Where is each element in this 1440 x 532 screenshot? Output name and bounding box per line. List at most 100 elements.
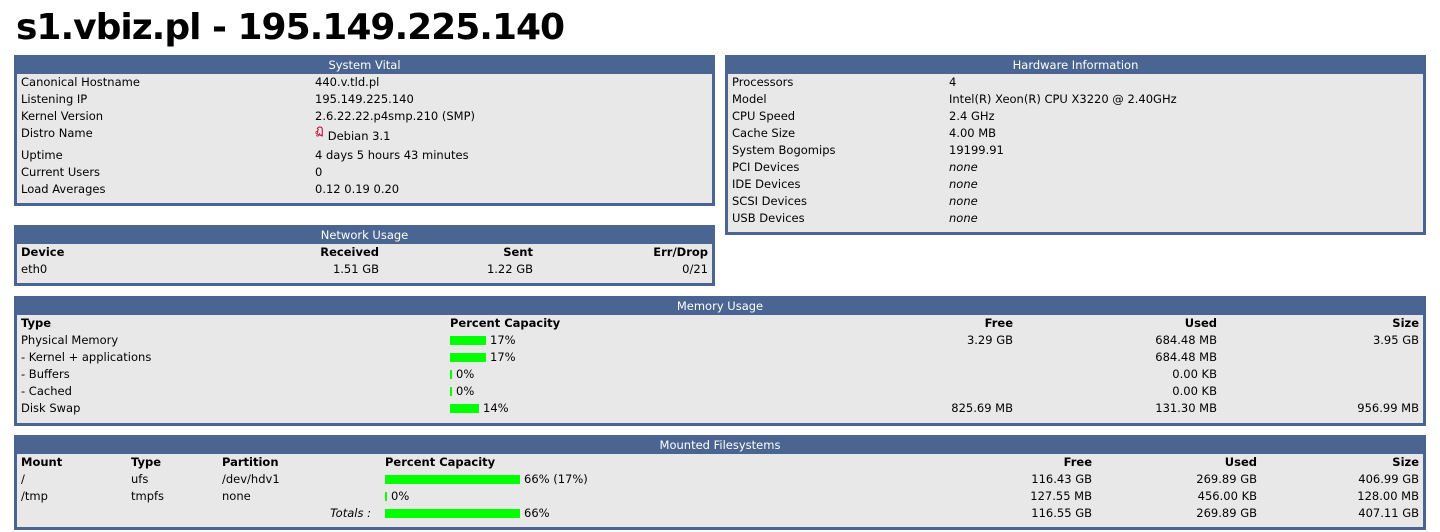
- used-cell: 131.30 MB: [1155, 401, 1217, 415]
- percent-label: 66% (17%): [524, 472, 588, 486]
- col-header-size: Size: [1392, 316, 1419, 330]
- table-row: CPU Speed 2.4 GHz: [728, 108, 1423, 125]
- row-value: Intel(R) Xeon(R) CPU X3220 @ 2.40GHz: [949, 92, 1177, 106]
- row-value: 440.v.tld.pl: [315, 75, 380, 89]
- totals-row: Totals : 66% 116.55 GB 269.89 GB 407.11 …: [17, 505, 1423, 522]
- col-header-used: Used: [1224, 455, 1257, 469]
- col-header-free: Free: [1063, 455, 1092, 469]
- table-row: Listening IP 195.149.225.140: [17, 91, 712, 108]
- table-row: SCSI Devices none: [728, 193, 1423, 210]
- row-value: 4: [949, 75, 957, 89]
- table-row: - Buffers 0% 0.00 KB: [17, 366, 1423, 383]
- used-cell: 684.48 MB: [1155, 333, 1217, 347]
- usage-bar: [385, 475, 520, 484]
- sent-cell: 1.22 GB: [486, 262, 533, 276]
- row-value: none: [949, 211, 978, 225]
- errdrop-cell: 0/21: [682, 262, 708, 276]
- table-header-row: Device Received Sent Err/Drop: [17, 244, 712, 261]
- device-cell: eth0: [21, 262, 48, 276]
- system-vital-table: Canonical Hostname 440.v.tld.pl Listening…: [17, 74, 712, 198]
- row-label: Processors: [732, 75, 794, 89]
- row-value: 0: [315, 165, 323, 179]
- page-title: s1.vbiz.pl - 195.149.225.140: [16, 7, 565, 48]
- memory-panel: Memory Usage Type Percent Capacity Free …: [14, 296, 1426, 426]
- size-cell: 3.95 GB: [1372, 333, 1419, 347]
- col-header-used: Used: [1184, 316, 1217, 330]
- used-cell: 456.00 KB: [1197, 489, 1257, 503]
- table-row: System Bogomips 19199.91: [728, 142, 1423, 159]
- col-header-device: Device: [21, 245, 65, 259]
- memory-table: Type Percent Capacity Free Used Size Phy…: [17, 315, 1423, 417]
- row-label: Load Averages: [21, 182, 106, 196]
- col-header-size: Size: [1392, 455, 1419, 469]
- row-value: 19199.91: [949, 143, 1004, 157]
- free-cell: 116.43 GB: [1031, 472, 1092, 486]
- usage-bar: [385, 509, 520, 518]
- free-cell: [812, 366, 1017, 383]
- size-cell: [1221, 349, 1423, 366]
- col-header-partition: Partition: [222, 455, 279, 469]
- received-cell: 1.51 GB: [332, 262, 379, 276]
- row-label: USB Devices: [732, 211, 805, 225]
- col-header-percent: Percent Capacity: [450, 316, 561, 330]
- table-row: Current Users 0: [17, 164, 712, 181]
- free-cell: 825.69 MB: [951, 401, 1013, 415]
- type-cell: - Buffers: [21, 367, 70, 381]
- col-header-percent: Percent Capacity: [385, 455, 496, 469]
- row-label: SCSI Devices: [732, 194, 807, 208]
- table-header-row: Mount Type Partition Percent Capacity Fr…: [17, 454, 1423, 471]
- row-label: Uptime: [21, 148, 63, 162]
- mount-cell: /tmp: [21, 489, 48, 503]
- used-cell: 269.89 GB: [1196, 472, 1257, 486]
- memory-title: Memory Usage: [17, 299, 1423, 315]
- table-row: - Kernel + applications 17% 684.48 MB: [17, 349, 1423, 366]
- row-label: Current Users: [21, 165, 101, 179]
- partition-cell: /dev/hdv1: [222, 472, 280, 486]
- row-label: PCI Devices: [732, 160, 800, 174]
- type-cell: Disk Swap: [21, 401, 81, 415]
- table-row: Disk Swap 14% 825.69 MB 131.30 MB 956.99…: [17, 400, 1423, 417]
- row-label: Model: [732, 92, 767, 106]
- table-row: Physical Memory 17% 3.29 GB 684.48 MB 3.…: [17, 332, 1423, 349]
- table-row: - Cached 0% 0.00 KB: [17, 383, 1423, 400]
- row-label: Distro Name: [21, 126, 93, 140]
- filesystems-title: Mounted Filesystems: [17, 438, 1423, 454]
- percent-label: 0%: [456, 384, 475, 398]
- totals-label: Totals :: [330, 506, 371, 520]
- row-label: CPU Speed: [732, 109, 796, 123]
- type-cell: ufs: [131, 472, 149, 486]
- row-value: none: [949, 194, 978, 208]
- row-label: Canonical Hostname: [21, 75, 140, 89]
- col-header-received: Received: [320, 245, 379, 259]
- size-cell: [1221, 383, 1423, 400]
- network-panel: Network Usage Device Received Sent Err/D…: [14, 225, 715, 286]
- hardware-title: Hardware Information: [728, 58, 1423, 74]
- table-row: Kernel Version 2.6.22.22.p4smp.210 (SMP): [17, 108, 712, 125]
- row-label: Cache Size: [732, 126, 796, 140]
- network-table: Device Received Sent Err/Drop eth0 1.51 …: [17, 244, 712, 278]
- usage-bar: [450, 387, 452, 396]
- percent-label: 14%: [483, 401, 509, 415]
- debian-swirl-icon: ฏ: [315, 123, 324, 138]
- table-row: IDE Devices none: [728, 176, 1423, 193]
- free-cell: [812, 349, 1017, 366]
- percent-label: 0%: [391, 489, 410, 503]
- size-cell: 407.11 GB: [1358, 506, 1419, 520]
- row-value: 2.6.22.22.p4smp.210 (SMP): [315, 109, 476, 123]
- table-row: Processors 4: [728, 74, 1423, 91]
- table-row: PCI Devices none: [728, 159, 1423, 176]
- system-vital-title: System Vital: [17, 58, 712, 74]
- percent-label: 0%: [456, 367, 475, 381]
- row-label: Kernel Version: [21, 109, 104, 123]
- row-value: none: [949, 177, 978, 191]
- size-cell: 956.99 MB: [1357, 401, 1419, 415]
- filesystems-table: Mount Type Partition Percent Capacity Fr…: [17, 454, 1423, 522]
- hardware-panel: Hardware Information Processors 4 Model In…: [725, 55, 1426, 235]
- type-cell: tmpfs: [131, 489, 165, 503]
- type-cell: Physical Memory: [21, 333, 119, 347]
- percent-label: 17%: [490, 350, 516, 364]
- table-header-row: Type Percent Capacity Free Used Size: [17, 315, 1423, 332]
- table-row: Uptime 4 days 5 hours 43 minutes: [17, 147, 712, 164]
- row-label: System Bogomips: [732, 143, 836, 157]
- col-header-type: Type: [21, 316, 52, 330]
